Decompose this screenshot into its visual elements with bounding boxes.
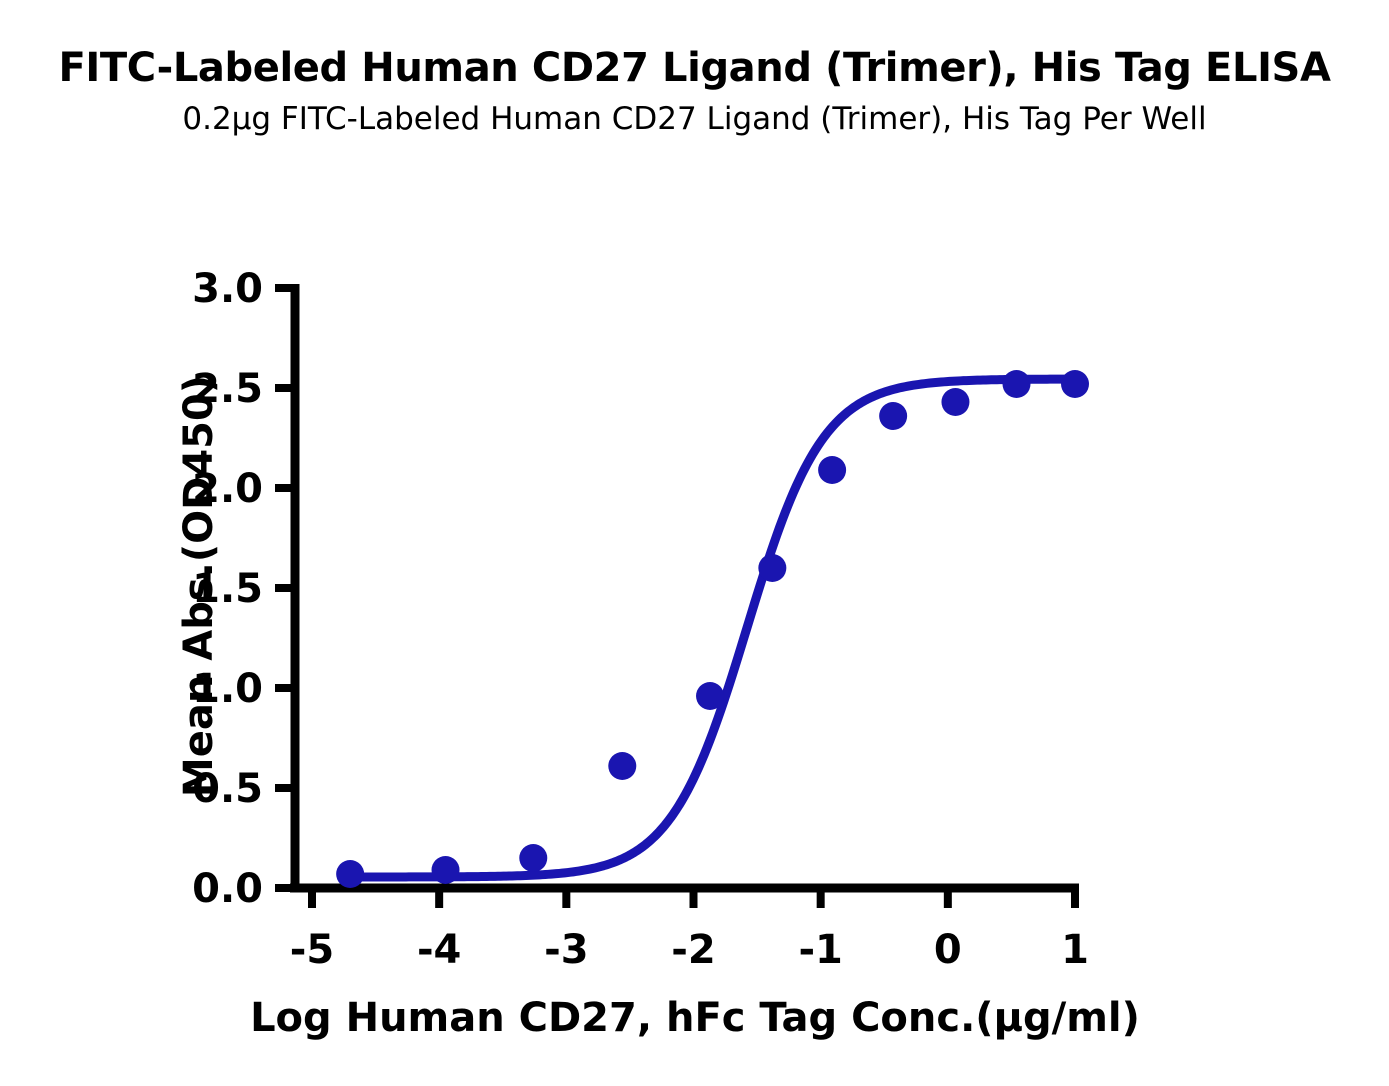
data-point: [608, 752, 637, 780]
y-tick-label: 2.0: [192, 466, 263, 512]
x-tick-label: -3: [544, 927, 588, 973]
x-tick-label: -5: [290, 927, 334, 973]
data-point: [1061, 370, 1089, 398]
data-point: [879, 402, 908, 430]
y-tick-label: 3.0: [192, 266, 263, 312]
y-tick-label: 0.5: [192, 766, 263, 812]
page-title: FITC-Labeled Human CD27 Ligand (Trimer),…: [58, 45, 1331, 91]
x-tick-label: 1: [1061, 927, 1089, 973]
y-axis-title: Mean Abs.(OD450): [176, 375, 222, 797]
data-points-group: [336, 370, 1089, 888]
x-tick-label: -2: [671, 927, 715, 973]
data-point: [431, 856, 460, 884]
x-axis-title: Log Human CD27, hFc Tag Conc.(μg/ml): [250, 995, 1140, 1041]
figure-subtitle: 0.2μg FITC-Labeled Human CD27 Ligand (Tr…: [182, 101, 1207, 137]
fit-curve: [345, 374, 1080, 882]
data-point: [758, 554, 787, 582]
data-point: [941, 388, 970, 416]
data-point: [818, 456, 847, 484]
y-tick-label: 1.0: [192, 666, 263, 712]
y-tick-label: 2.5: [192, 366, 263, 412]
data-point: [336, 860, 365, 888]
x-tick-label: -4: [417, 927, 461, 973]
data-point: [696, 682, 725, 710]
data-point: [1002, 370, 1031, 398]
x-tick-group: -5 -4 -3 -2 -1 0 1: [290, 888, 1089, 973]
y-tick-label: 0.0: [192, 866, 263, 912]
figure-titles: FITC-Labeled Human CD27 Ligand (Trimer),…: [0, 44, 1389, 140]
x-tick-label: -1: [798, 927, 842, 973]
x-tick-label: 0: [934, 927, 962, 973]
y-tick-group: 0.0 0.5 1.0 1.5 2.0 2.5 3.0: [192, 266, 295, 912]
y-tick-label: 1.5: [192, 566, 263, 612]
data-point: [519, 844, 548, 872]
